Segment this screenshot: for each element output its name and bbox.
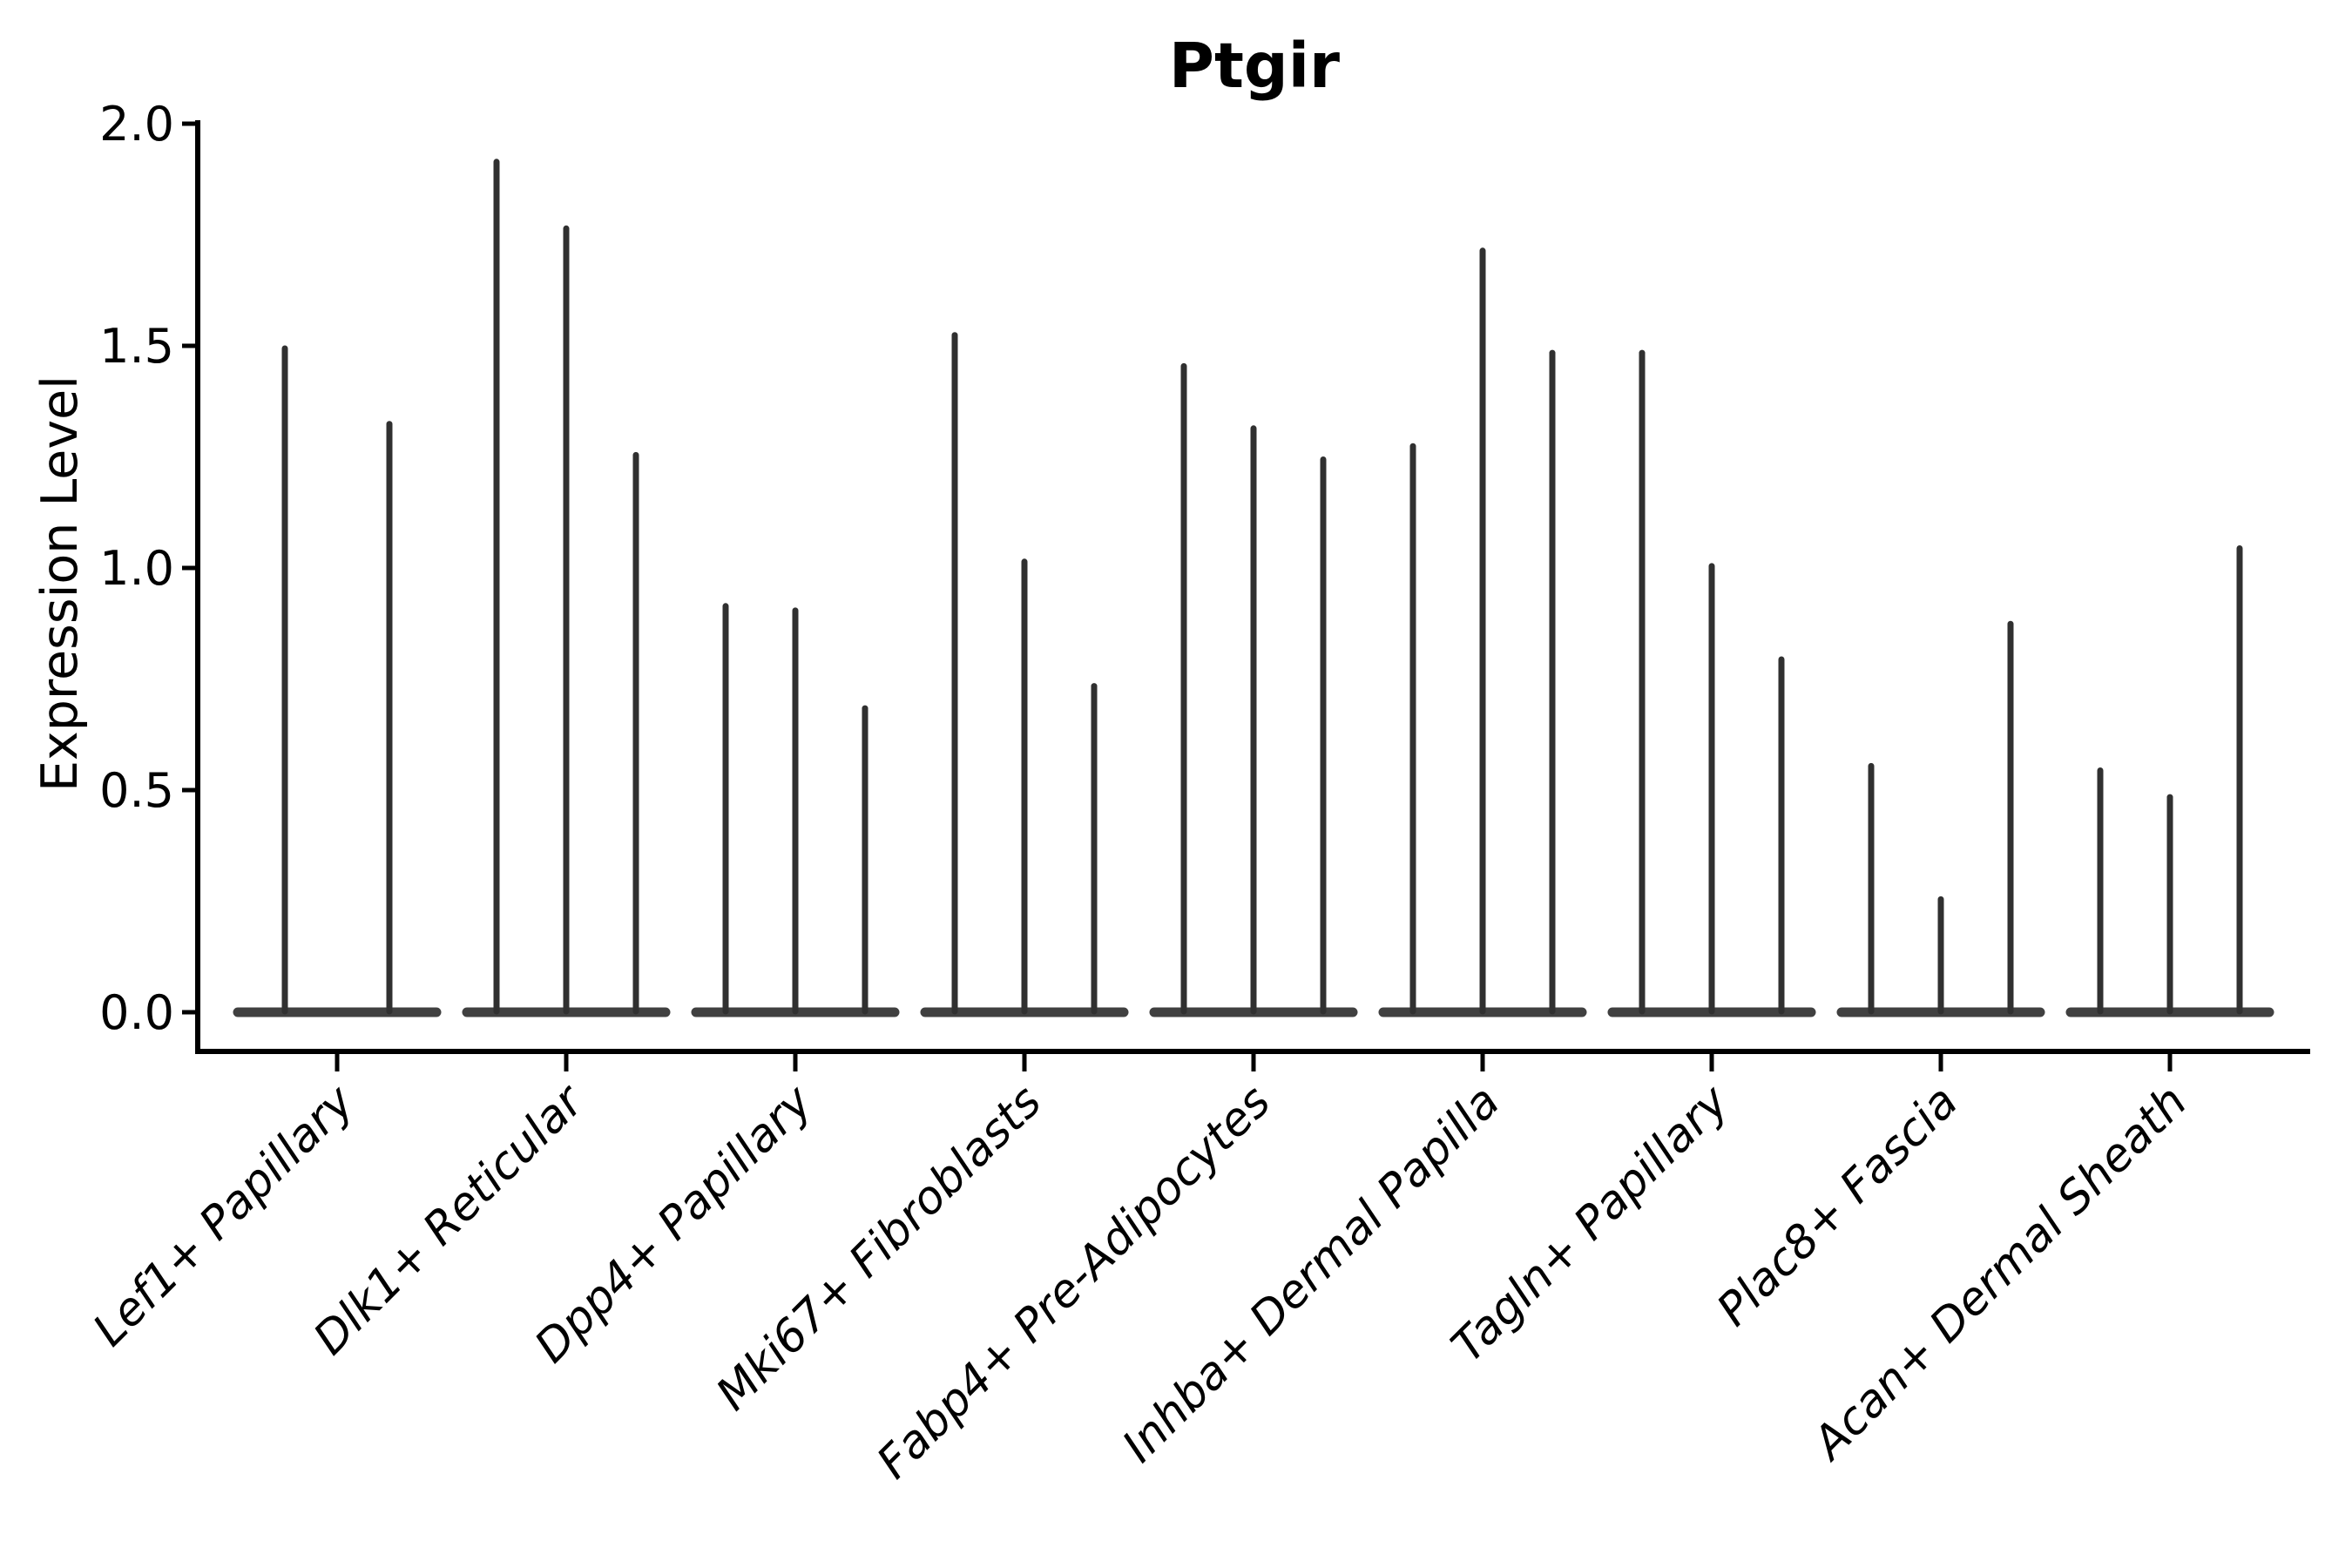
y-tick-label: 0.5 bbox=[99, 763, 174, 818]
violin-group bbox=[462, 159, 671, 1017]
violins-layer bbox=[233, 159, 2274, 1017]
y-axis-label: Expression Level bbox=[31, 375, 89, 792]
y-tick-label: 1.0 bbox=[99, 541, 174, 596]
violin-group bbox=[233, 345, 442, 1017]
violin-group bbox=[1836, 620, 2045, 1017]
violin-group bbox=[920, 332, 1129, 1017]
y-tick-label: 2.0 bbox=[99, 97, 174, 152]
y-tick-label: 0.0 bbox=[99, 985, 174, 1040]
chart-title: Ptgir bbox=[1169, 30, 1340, 102]
violin-group bbox=[1378, 247, 1587, 1017]
violin-group bbox=[2065, 545, 2274, 1017]
violin-group bbox=[1607, 349, 1816, 1017]
violin-group bbox=[691, 603, 900, 1017]
y-axis-ticks: 0.0 0.5 1.0 1.5 2.0 bbox=[99, 97, 198, 1040]
violin-group bbox=[1149, 362, 1358, 1017]
y-tick-label: 1.5 bbox=[99, 319, 174, 374]
